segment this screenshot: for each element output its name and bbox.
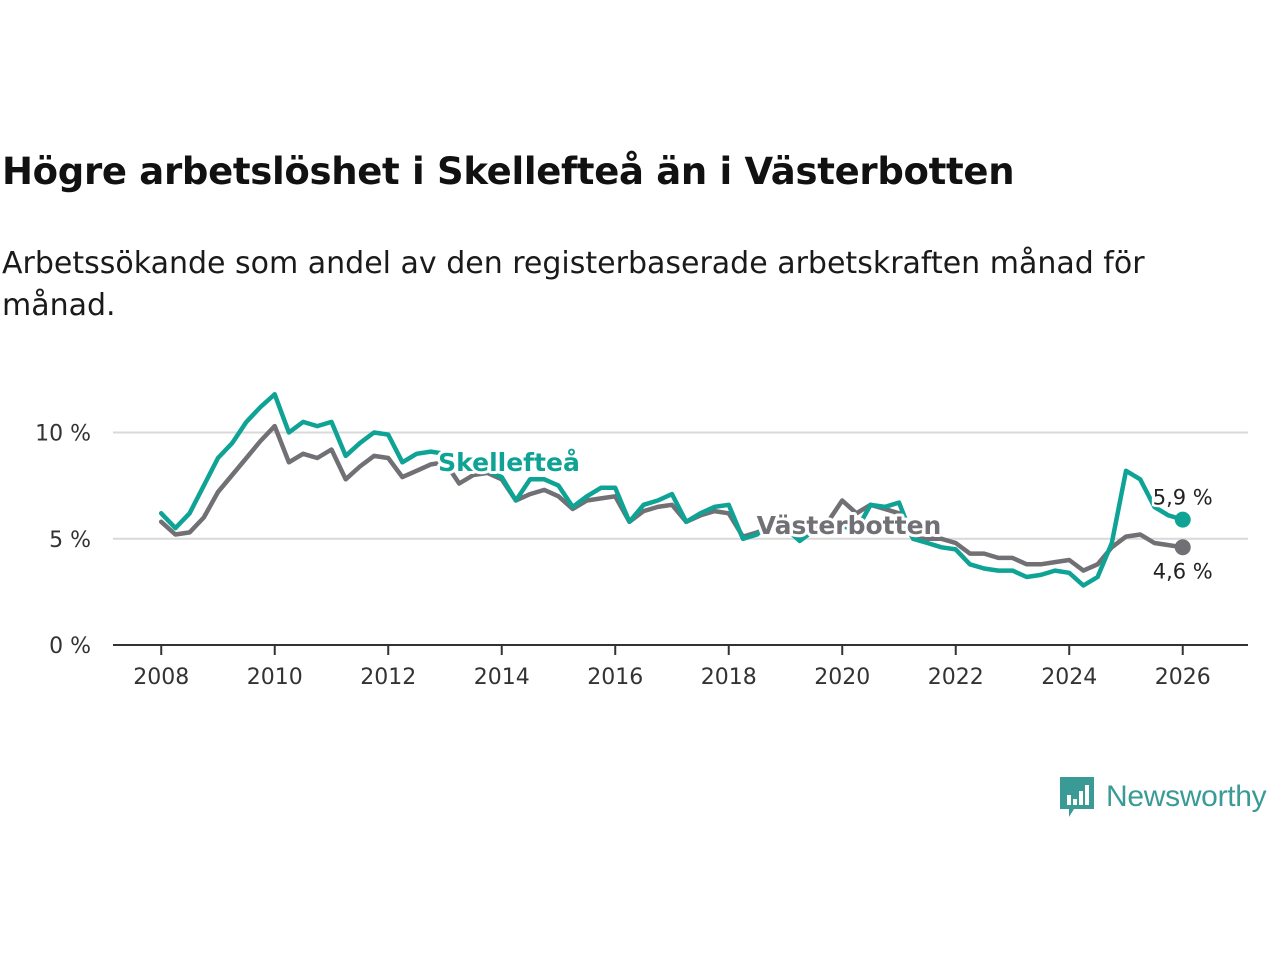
series-line-vasterbotten [158, 423, 1185, 573]
x-tick-label: 2010 [247, 665, 303, 690]
series-labels: 5,9 % 4,6 % Skellefteå Västerbotten [435, 445, 1215, 586]
x-tick-label: 2024 [1041, 665, 1097, 690]
y-tick-label: 0 % [49, 634, 91, 659]
end-label-skelleftea: 5,9 % [1153, 486, 1213, 510]
x-axis: 2008 2010 2012 2014 2016 2018 2020 2022 2024 2026 [113, 644, 1248, 690]
x-tick-label: 2018 [701, 665, 757, 690]
chart-title: Högre arbetslöshet i Skellefteå än i Väs… [2, 150, 1015, 193]
x-tick-label: 2026 [1155, 665, 1211, 690]
grid-lines [113, 431, 1248, 540]
series-line-skelleftea [158, 392, 1185, 588]
x-tick-label: 2022 [928, 665, 984, 690]
newsworthy-logo-icon [1060, 777, 1094, 817]
x-tick-label: 2012 [360, 665, 416, 690]
y-tick-label: 10 % [35, 422, 91, 447]
x-tick-label: 2014 [474, 665, 530, 690]
inline-label-vasterbotten: Västerbotten [757, 511, 942, 540]
chart-subtitle: Arbetssökande som andel av den registerb… [2, 246, 1145, 323]
inline-label-skelleftea: Skellefteå [438, 448, 580, 477]
y-axis: 0 % 5 % 10 % [35, 422, 91, 660]
series-end-dot-skelleftea [1174, 511, 1191, 528]
series-end-dot-vasterbotten [1174, 539, 1191, 556]
end-label-vasterbotten: 4,6 % [1153, 559, 1213, 583]
newsworthy-logo[interactable]: Newsworthy [1058, 774, 1267, 820]
series-lines [158, 392, 1191, 588]
x-tick-label: 2016 [587, 665, 643, 690]
y-tick-label: 5 % [49, 528, 91, 553]
x-tick-label: 2020 [814, 665, 870, 690]
brand-name: Newsworthy [1106, 780, 1267, 813]
x-tick-label: 2008 [133, 665, 189, 690]
